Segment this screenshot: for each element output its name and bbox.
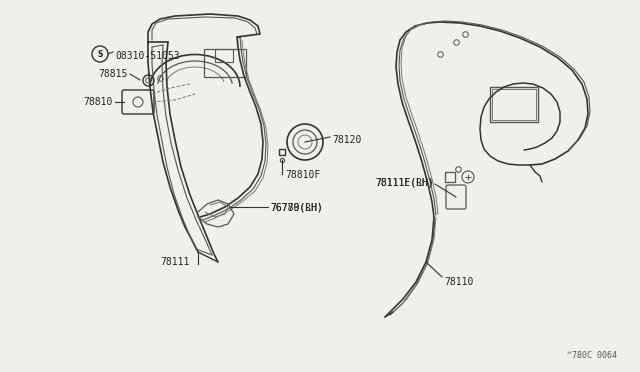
Bar <box>492 89 536 120</box>
Text: 76779(RH): 76779(RH) <box>270 202 323 212</box>
Text: 78111F(LH): 78111F(LH) <box>375 177 434 187</box>
Text: 78110: 78110 <box>444 277 474 287</box>
Text: 78111E(RH): 78111E(RH) <box>375 177 434 187</box>
Bar <box>490 87 538 122</box>
Text: S: S <box>97 49 102 58</box>
Text: 08310-51053: 08310-51053 <box>115 51 180 61</box>
Text: 76780(LH): 76780(LH) <box>270 202 323 212</box>
Bar <box>204 49 246 77</box>
Text: 78120: 78120 <box>332 135 362 145</box>
Text: 78810F: 78810F <box>285 170 320 180</box>
Text: 78815: 78815 <box>99 69 128 79</box>
Text: 78111: 78111 <box>160 257 189 267</box>
Text: ^780C 0064: ^780C 0064 <box>567 351 617 360</box>
Bar <box>215 49 233 62</box>
Text: 78810: 78810 <box>84 97 113 107</box>
